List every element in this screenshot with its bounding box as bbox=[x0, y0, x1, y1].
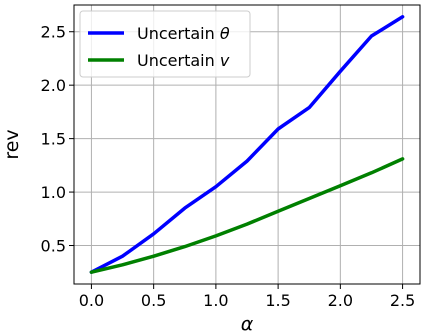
plot-frame bbox=[73, 4, 421, 285]
legend: Uncertain θ Uncertain v bbox=[79, 10, 251, 78]
x-tick-label: 1.0 bbox=[203, 291, 228, 310]
x-axis-title: α bbox=[241, 313, 254, 335]
x-tick-label: 2.0 bbox=[328, 291, 353, 310]
y-tick-label: 1.5 bbox=[41, 130, 66, 149]
ticks: 0.0 0.5 1.0 1.5 2.0 2.5 0.5 1.0 1.5 2.0 2.5 bbox=[41, 23, 416, 310]
series-line-0 bbox=[89, 15, 405, 274]
y-tick-label: 1.0 bbox=[41, 183, 66, 202]
legend-label-prefix: Uncertain bbox=[137, 51, 220, 70]
legend-label-uncertain-theta: Uncertain θ bbox=[137, 24, 230, 43]
y-tick-label: 2.0 bbox=[41, 76, 66, 95]
legend-label-symbol: v bbox=[220, 51, 230, 70]
series-line-1 bbox=[89, 157, 405, 274]
legend-label-prefix: Uncertain bbox=[137, 24, 220, 43]
x-tick-label: 0.0 bbox=[79, 291, 104, 310]
legend-label-symbol: θ bbox=[220, 24, 230, 43]
legend-label-uncertain-v: Uncertain v bbox=[137, 51, 230, 70]
x-tick-label: 2.5 bbox=[390, 291, 415, 310]
y-tick-label: 0.5 bbox=[41, 237, 66, 256]
y-axis-title: rev bbox=[1, 129, 23, 159]
x-tick-label: 0.5 bbox=[141, 291, 166, 310]
y-tick-label: 2.5 bbox=[41, 23, 66, 42]
x-tick-label: 1.5 bbox=[265, 291, 290, 310]
series-layer bbox=[89, 15, 405, 274]
